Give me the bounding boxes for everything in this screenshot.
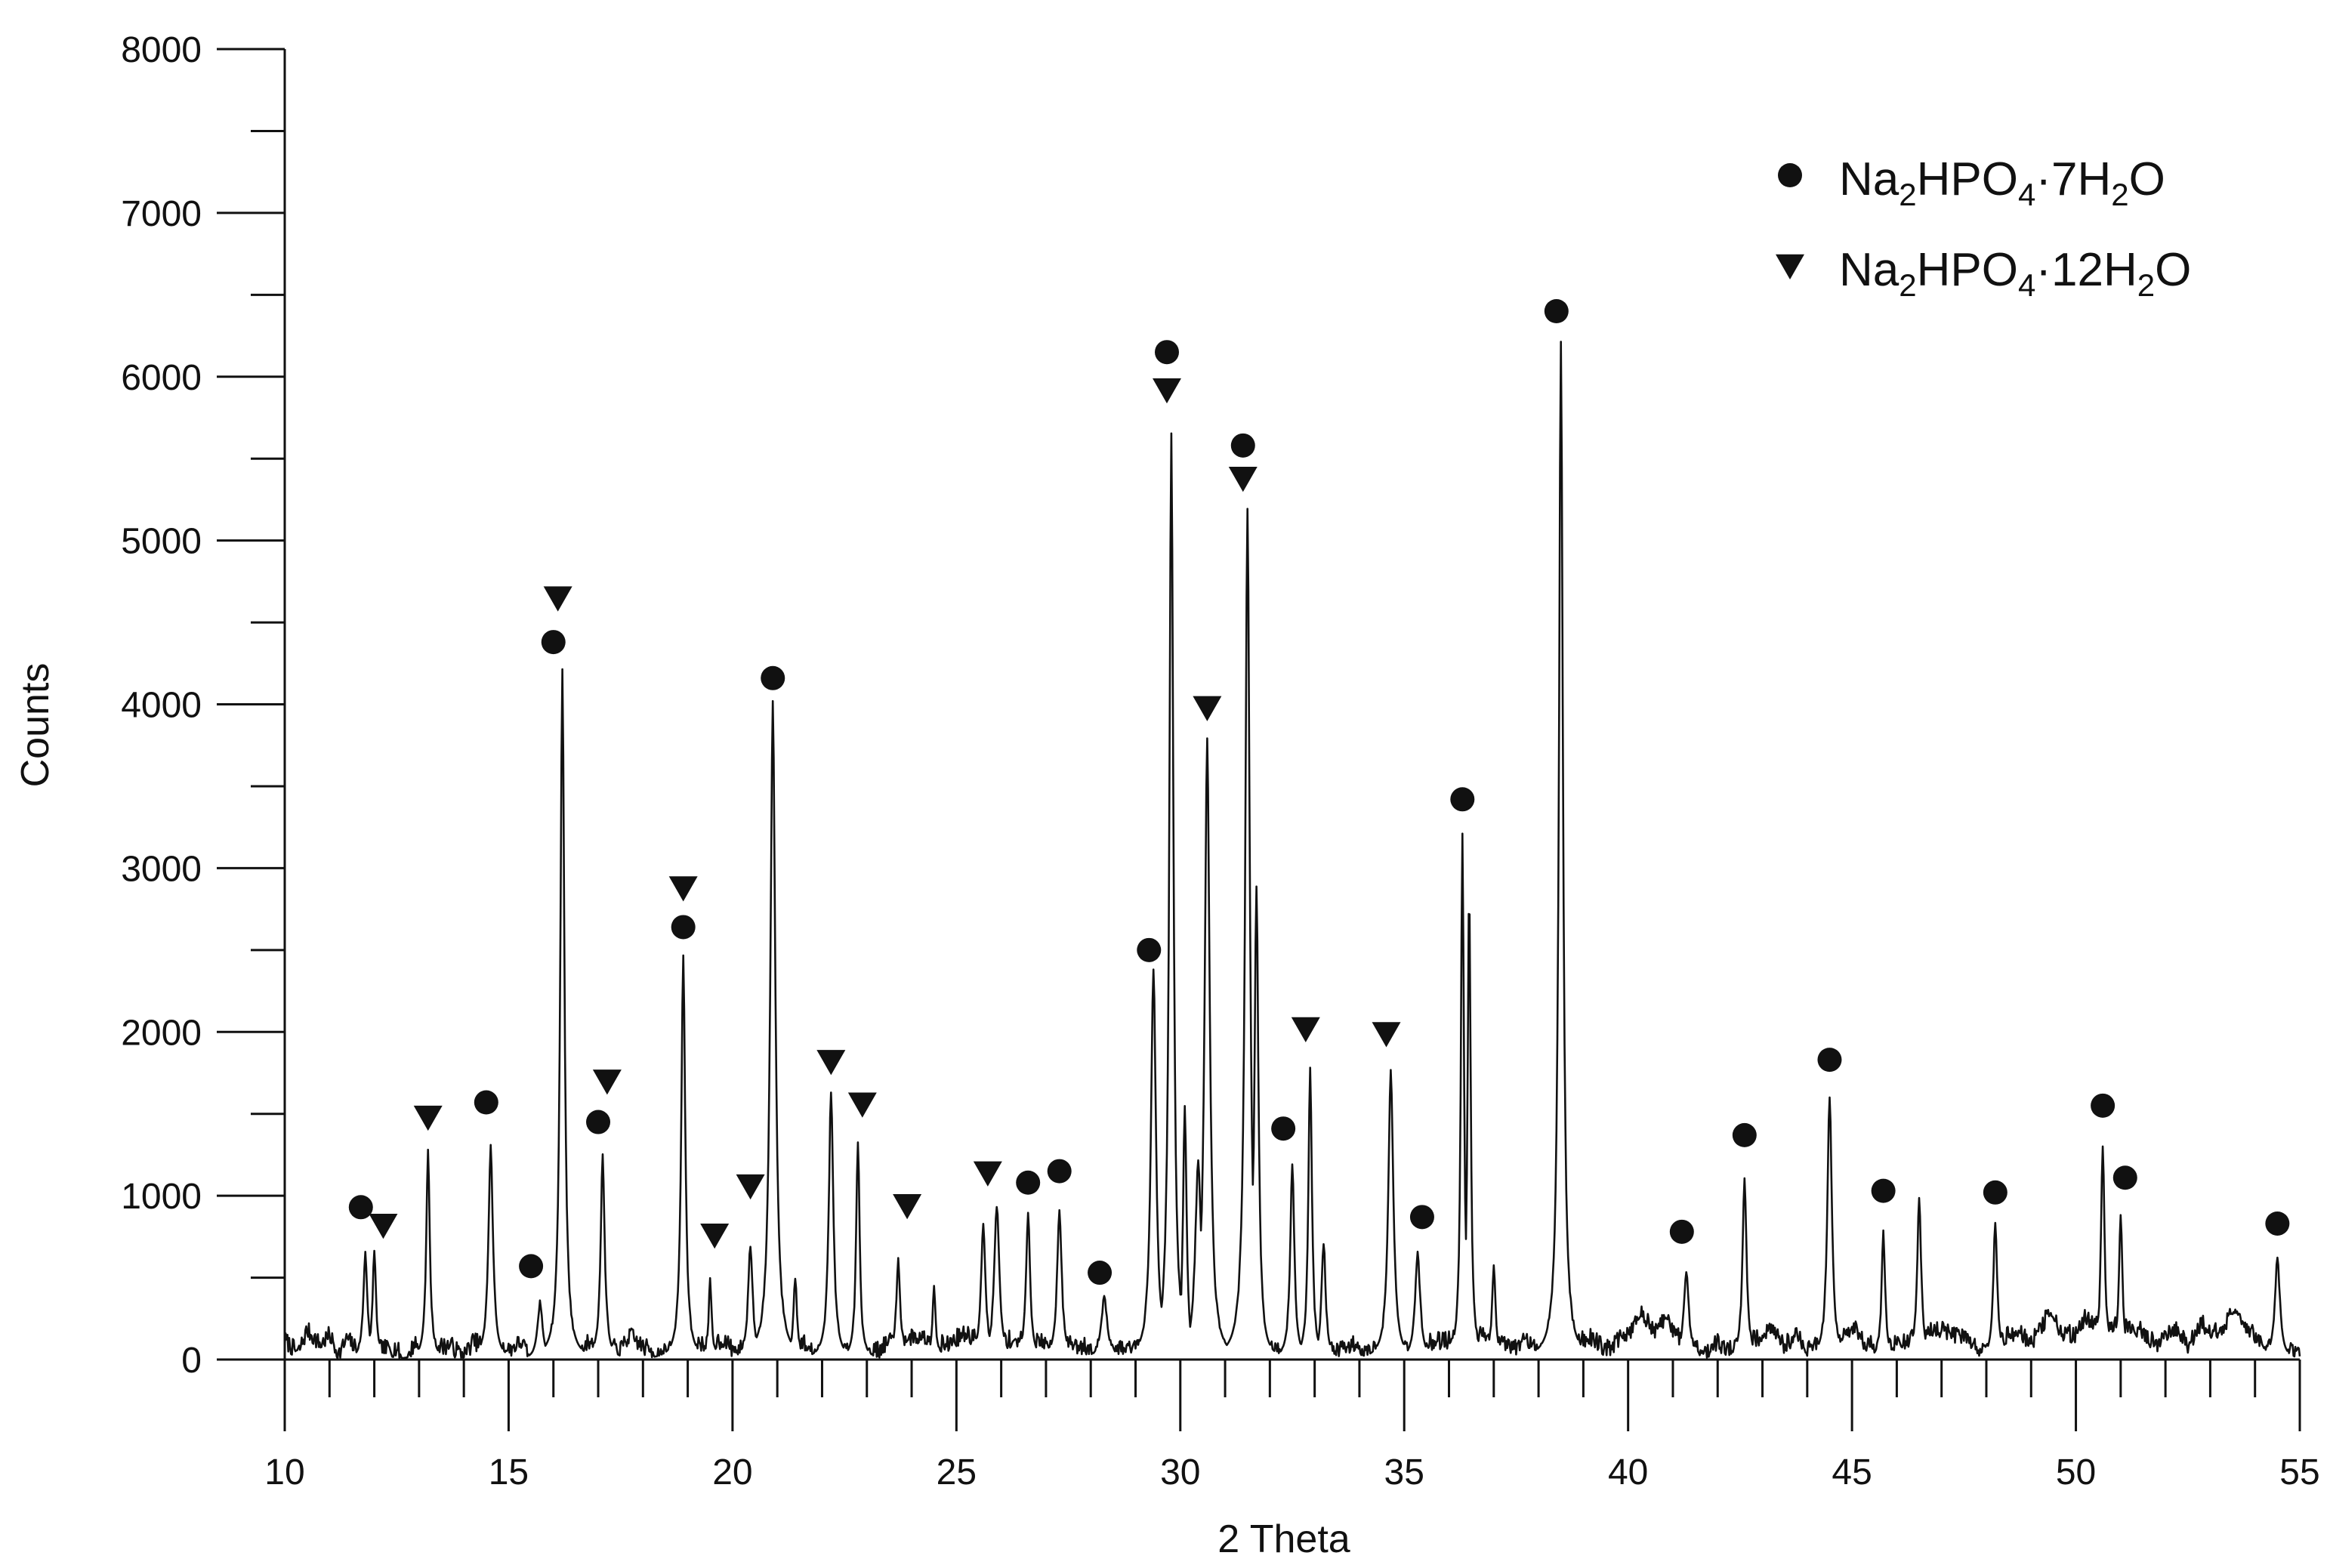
phase-12h2o-marker — [1152, 378, 1181, 404]
y-tick-label: 2000 — [121, 1013, 202, 1053]
phase-7h2o-marker — [1669, 1219, 1694, 1244]
legend-label: Na2HPO4·7H2O — [1839, 153, 2165, 212]
phase-7h2o-marker — [1544, 299, 1569, 323]
phase-7h2o-marker — [1154, 340, 1179, 365]
phase-12h2o-marker — [700, 1223, 730, 1249]
x-tick-label: 20 — [712, 1452, 752, 1492]
phase-12h2o-marker — [413, 1105, 443, 1131]
x-tick-label: 55 — [2279, 1452, 2319, 1492]
x-tick-label: 25 — [937, 1452, 977, 1492]
x-tick-label: 50 — [2056, 1452, 2096, 1492]
phase-7h2o-marker — [1450, 787, 1475, 812]
legend-label: Na2HPO4·12H2O — [1839, 244, 2191, 303]
phase-7h2o-marker — [474, 1090, 498, 1115]
y-axis-label: Counts — [14, 663, 57, 788]
phase-12h2o-marker — [1291, 1017, 1320, 1042]
phase-7h2o-marker — [1409, 1205, 1434, 1230]
legend-marker — [1778, 163, 1802, 187]
x-tick-label: 10 — [264, 1452, 304, 1492]
phase-7h2o-marker — [1047, 1159, 1072, 1184]
y-tick-label: 7000 — [121, 194, 202, 234]
phase-12h2o-marker — [847, 1092, 877, 1118]
y-tick-label: 8000 — [121, 30, 202, 70]
plot-area — [283, 341, 2301, 1360]
markers — [348, 299, 2290, 1286]
y-tick-label: 0 — [181, 1341, 202, 1381]
series-line — [283, 341, 2301, 1360]
phase-7h2o-marker — [1230, 433, 1255, 458]
phase-12h2o-marker — [1228, 467, 1258, 492]
phase-12h2o-marker — [592, 1070, 622, 1095]
phase-7h2o-marker — [1817, 1048, 1842, 1073]
phase-7h2o-marker — [519, 1254, 544, 1279]
x-tick-label: 30 — [1160, 1452, 1200, 1492]
phase-12h2o-marker — [668, 876, 698, 902]
phase-7h2o-marker — [761, 665, 785, 690]
y-tick-label: 6000 — [121, 358, 202, 398]
x-axis-label: 2 Theta — [1217, 1517, 1350, 1561]
phase-12h2o-marker — [893, 1193, 922, 1220]
x-tick-label: 40 — [1608, 1452, 1648, 1492]
phase-7h2o-marker — [1271, 1116, 1296, 1141]
phase-7h2o-marker — [1016, 1170, 1041, 1195]
axes: 0 1000 2000 3000 4000 5000 6000 7000 8000 10 15 20 2… — [121, 30, 2319, 1492]
phase-7h2o-marker — [2265, 1211, 2290, 1236]
phase-12h2o-marker — [543, 586, 572, 612]
phase-7h2o-marker — [1732, 1122, 1757, 1147]
legend-marker — [1776, 254, 1804, 280]
x-tick-label: 15 — [489, 1452, 529, 1492]
legend: Na2HPO4·7H2O Na2HPO4·12H2O — [1776, 153, 2191, 303]
phase-12h2o-marker — [973, 1161, 1002, 1187]
phase-7h2o-marker — [541, 630, 566, 655]
phase-7h2o-marker — [1871, 1178, 1896, 1203]
phase-12h2o-marker — [1193, 696, 1222, 721]
phase-7h2o-marker — [671, 915, 696, 940]
phase-7h2o-marker — [1983, 1180, 2008, 1205]
y-tick-label: 3000 — [121, 849, 202, 889]
phase-12h2o-marker — [1372, 1022, 1401, 1048]
y-tick-label: 1000 — [121, 1177, 202, 1217]
phase-12h2o-marker — [736, 1174, 765, 1200]
y-tick-label: 5000 — [121, 522, 202, 562]
phase-7h2o-marker — [1137, 937, 1162, 962]
phase-7h2o-marker — [1088, 1261, 1113, 1286]
phase-7h2o-marker — [348, 1195, 373, 1220]
phase-7h2o-marker — [2112, 1165, 2137, 1190]
x-tick-label: 35 — [1384, 1452, 1424, 1492]
x-tick-label: 45 — [1832, 1452, 1872, 1492]
phase-12h2o-marker — [816, 1050, 846, 1076]
phase-12h2o-marker — [369, 1213, 398, 1239]
phase-7h2o-marker — [2091, 1093, 2116, 1118]
y-tick-label: 4000 — [121, 686, 202, 726]
phase-7h2o-marker — [586, 1110, 611, 1134]
